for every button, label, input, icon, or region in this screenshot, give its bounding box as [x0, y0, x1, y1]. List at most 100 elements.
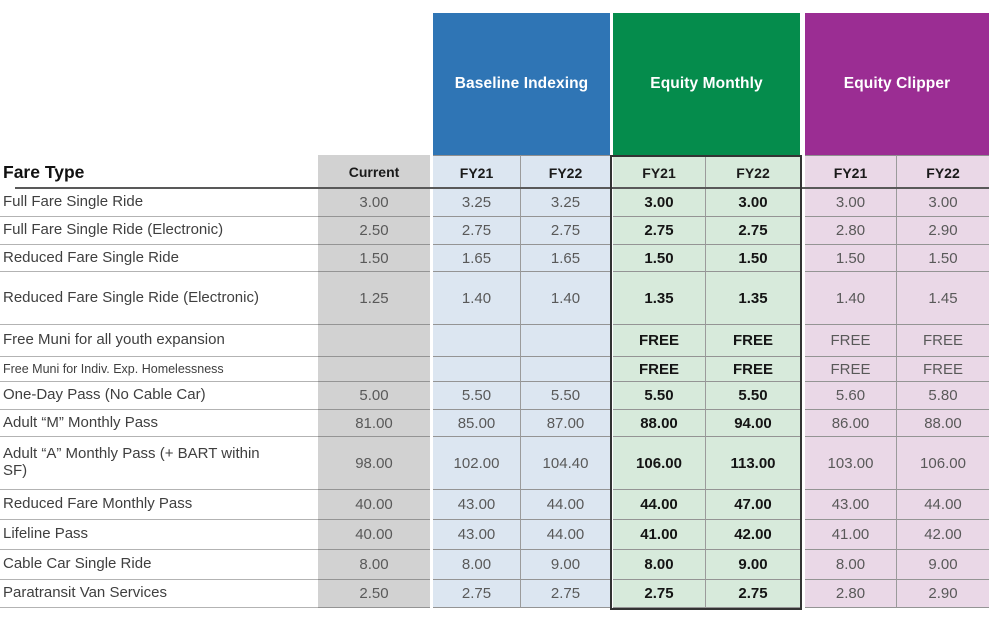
equity-monthly-fy21-value: 44.00 — [613, 490, 706, 520]
baseline-fy21-value-text: 2.75 — [461, 222, 492, 239]
current-value-text: 3.00 — [359, 194, 389, 211]
equity-monthly-fy21-value-text: 41.00 — [640, 526, 678, 543]
column-gap — [430, 272, 433, 325]
equity-monthly-fy21-value: 1.35 — [613, 272, 706, 325]
column-gap — [430, 437, 433, 490]
equity-monthly-fy22-value-text: FREE — [732, 332, 773, 349]
fare-type-label-text: Free Muni for Indiv. Exp. Homelessness — [3, 362, 224, 376]
section-header-equity-monthly-label: Equity Monthly — [650, 75, 763, 92]
current-value-text: 81.00 — [355, 414, 393, 432]
equity-clipper-fy21-value: 5.60 — [805, 382, 897, 410]
baseline-fy22-value-text: 2.75 — [550, 585, 581, 602]
baseline-fy21-value: 1.40 — [433, 272, 521, 325]
equity-monthly-fy22-value-text: 5.50 — [738, 387, 768, 404]
baseline-fy21-value: 2.75 — [433, 580, 521, 608]
equity-clipper-fy22-value-text: 106.00 — [920, 454, 966, 472]
current-value-text: 8.00 — [359, 556, 389, 573]
baseline-fy22-value: 1.40 — [521, 272, 610, 325]
equity-clipper-fy22-value-text: 2.90 — [928, 585, 958, 602]
current-value: 8.00 — [318, 550, 430, 580]
equity-clipper-fy22-value-text: 1.45 — [928, 289, 958, 307]
equity-clipper-fy22-value: 2.90 — [897, 580, 989, 608]
section-header-equity-clipper: Equity Clipper — [805, 13, 989, 155]
equity-monthly-fy22-value: 42.00 — [706, 520, 800, 550]
table-row: Free Muni for Indiv. Exp. Homelessness FR… — [0, 357, 989, 382]
equity-monthly-fy21-value: 2.75 — [613, 580, 706, 608]
equity-clipper-fy22-value: 3.00 — [897, 189, 989, 217]
equity-monthly-fy21-value-text: 2.75 — [644, 585, 674, 602]
equity-clipper-fy22-value-text: FREE — [922, 360, 963, 378]
baseline-fy22-value-text: 3.25 — [550, 194, 581, 211]
current-value-text: 98.00 — [355, 454, 393, 472]
fare-type-label-text: Reduced Fare Monthly Pass — [3, 495, 193, 513]
fare-type-label: Lifeline Pass — [0, 520, 318, 550]
baseline-fy21-value: 43.00 — [433, 490, 521, 520]
fare-type-label: Paratransit Van Services — [0, 580, 318, 608]
equity-clipper-fy21-value-text: 1.40 — [835, 289, 866, 307]
equity-clipper-fy22-value: 5.80 — [897, 382, 989, 410]
table-row: Adult “A” Monthly Pass (+ BART within SF… — [0, 437, 989, 490]
equity-monthly-fy21-value-text: 106.00 — [636, 454, 682, 472]
equity-clipper-fy21-value: 86.00 — [805, 410, 897, 437]
section-header-baseline-indexing: Baseline Indexing — [433, 13, 610, 155]
table-header-row: Fare Type Current FY21 FY22 FY21 FY22 FY… — [0, 155, 989, 189]
equity-monthly-fy22-value-text: 2.75 — [738, 585, 768, 602]
fare-type-label-text: Paratransit Van Services — [3, 584, 167, 602]
table-row: One-Day Pass (No Cable Car) 5.00 5.50 5.50 5… — [0, 382, 989, 410]
table-row: Paratransit Van Services 2.50 2.75 2.75 2.75… — [0, 580, 989, 608]
fare-type-label: Free Muni for Indiv. Exp. Homelessness — [0, 357, 318, 382]
column-gap — [800, 437, 805, 490]
equity-clipper-fy22-value: 42.00 — [897, 520, 989, 550]
baseline-fy21-value-text: 102.00 — [453, 454, 500, 472]
equity-monthly-fy21-value: 2.75 — [613, 217, 706, 245]
equity-monthly-fy22-value: 5.50 — [706, 382, 800, 410]
current-value: 40.00 — [318, 520, 430, 550]
baseline-fy21-value-text: 43.00 — [457, 526, 496, 543]
equity-clipper-fy21-value-text: FREE — [830, 332, 871, 349]
equity-monthly-fy22-value: 1.50 — [706, 245, 800, 272]
equity-monthly-fy22-value-text: 3.00 — [738, 194, 768, 211]
current-value: 2.50 — [318, 580, 430, 608]
equity-clipper-fy21-value-text: 5.60 — [835, 387, 866, 404]
equity-clipper-fy21-value-text: FREE — [830, 360, 871, 378]
equity-monthly-fy22-value-text: 9.00 — [738, 556, 768, 573]
table-row: Full Fare Single Ride (Electronic) 2.50 2.… — [0, 217, 989, 245]
baseline-fy21-value-text: 3.25 — [461, 194, 492, 211]
equity-clipper-fy21-value-text: 2.80 — [835, 585, 866, 602]
baseline-fy22-value: 3.25 — [521, 189, 610, 217]
baseline-fy22-value: 1.65 — [521, 245, 610, 272]
baseline-fy21-value: 43.00 — [433, 520, 521, 550]
baseline-fy22-value: 2.75 — [521, 580, 610, 608]
baseline-fy22-value: 87.00 — [521, 410, 610, 437]
fare-type-label: Reduced Fare Single Ride — [0, 245, 318, 272]
column-gap — [800, 490, 805, 520]
equity-clipper-fy21-value: 2.80 — [805, 217, 897, 245]
equity-clipper-fy21-value-text: 3.00 — [835, 194, 866, 211]
equity-clipper-fy21-value: 103.00 — [805, 437, 897, 490]
baseline-fy22-value-text: 1.40 — [550, 289, 581, 307]
fare-type-label: Reduced Fare Monthly Pass — [0, 490, 318, 520]
equity-clipper-fy21-value: 43.00 — [805, 490, 897, 520]
baseline-fy21-value — [433, 325, 521, 357]
baseline-fy21-value-text: 43.00 — [457, 496, 496, 513]
baseline-fy22-value: 44.00 — [521, 490, 610, 520]
equity-monthly-fy21-value: 106.00 — [613, 437, 706, 490]
equity-clipper-fy21-value: FREE — [805, 325, 897, 357]
baseline-fy21-value: 3.25 — [433, 189, 521, 217]
equity-clipper-fy21-value: FREE — [805, 357, 897, 382]
current-value — [318, 357, 430, 382]
table-row: Cable Car Single Ride 8.00 8.00 9.00 8.00 9.0… — [0, 550, 989, 580]
equity-clipper-fy22-value: FREE — [897, 357, 989, 382]
column-gap — [800, 410, 805, 437]
column-gap — [800, 357, 805, 382]
equity-clipper-fy21-value: 41.00 — [805, 520, 897, 550]
column-gap — [800, 325, 805, 357]
baseline-fy21-value-text: 8.00 — [461, 556, 492, 573]
equity-monthly-fy21-value: 3.00 — [613, 189, 706, 217]
equity-monthly-fy21-value: 5.50 — [613, 382, 706, 410]
baseline-fy22-value-text: 87.00 — [546, 414, 585, 432]
baseline-fy21-value-text: 5.50 — [461, 387, 492, 404]
current-value-text: 1.50 — [359, 249, 389, 267]
baseline-fy22-value-text: 104.40 — [542, 454, 589, 472]
fare-type-label-text: Full Fare Single Ride — [3, 193, 144, 211]
